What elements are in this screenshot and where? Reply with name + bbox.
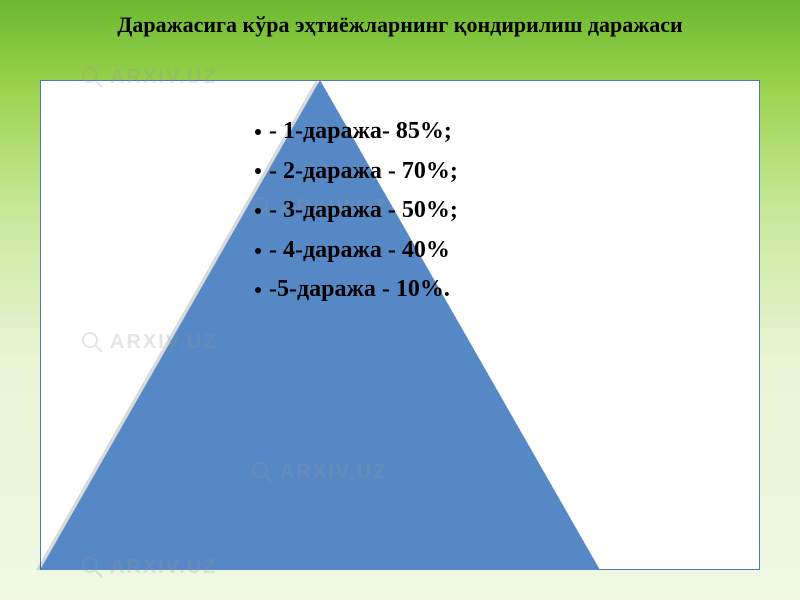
watermark-text: ARXIV.UZ — [280, 461, 388, 484]
watermark: ARXIV.UZ — [80, 330, 218, 354]
list-item-text: - 1-даража- 85%; — [269, 115, 452, 149]
bullet-icon — [255, 168, 261, 174]
page-title: Даражасига кўра эҳтиёжларнинг қондирилиш… — [0, 10, 800, 41]
watermark-text: ARXIV.UZ — [110, 331, 218, 354]
list-item: -5-даража - 10%. — [255, 273, 458, 307]
list-item: - 1-даража- 85%; — [255, 115, 458, 149]
list-item: - 4-даража - 40% — [255, 234, 458, 268]
watermark-text: ARXIV.UZ — [110, 66, 218, 89]
magnifier-icon — [250, 460, 274, 484]
magnifier-icon — [80, 330, 104, 354]
magnifier-icon — [80, 65, 104, 89]
bullet-icon — [255, 129, 261, 135]
list-item: - 3-даража - 50%; — [255, 194, 458, 228]
bullet-icon — [255, 208, 261, 214]
list-item-text: -5-даража - 10%. — [269, 273, 450, 307]
list-item: - 2-даража - 70%; — [255, 155, 458, 189]
bullet-icon — [255, 248, 261, 254]
list-item-text: - 2-даража - 70%; — [269, 155, 458, 189]
list-item-text: - 3-даража - 50%; — [269, 194, 458, 228]
watermark: ARXIV.UZ — [80, 555, 218, 579]
data-list: - 1-даража- 85%; - 2-даража - 70%; - 3-д… — [255, 115, 458, 313]
magnifier-icon — [80, 555, 104, 579]
watermark: ARXIV.UZ — [250, 460, 388, 484]
watermark-text: ARXIV.UZ — [110, 556, 218, 579]
list-item-text: - 4-даража - 40% — [269, 234, 450, 268]
bullet-icon — [255, 287, 261, 293]
watermark: ARXIV.UZ — [80, 65, 218, 89]
